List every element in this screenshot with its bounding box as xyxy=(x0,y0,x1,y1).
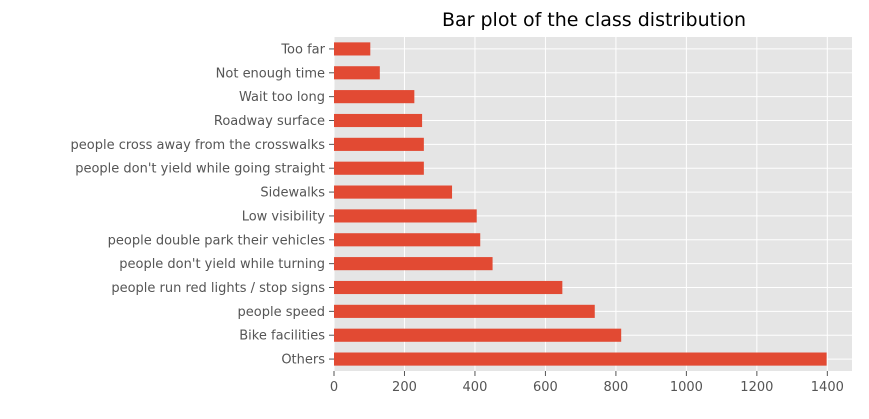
y-tick-label: people run red lights / stop signs xyxy=(111,281,325,296)
y-tick-label: people don't yield while going straight xyxy=(75,162,325,177)
y-tick-label: Bike facilities xyxy=(239,329,325,344)
bar xyxy=(334,209,477,223)
bar xyxy=(334,66,380,80)
bar xyxy=(334,90,415,104)
y-tick-label: Too far xyxy=(280,42,325,57)
y-tick-label: Others xyxy=(281,353,325,368)
y-tick-label: people don't yield while turning xyxy=(119,257,325,272)
x-tick-label: 1000 xyxy=(670,380,703,395)
x-tick-label: 600 xyxy=(533,380,558,395)
bar xyxy=(334,113,423,128)
bar xyxy=(334,185,453,199)
x-tick-label: 1400 xyxy=(811,380,844,395)
bar xyxy=(334,352,827,366)
bar xyxy=(334,257,493,271)
bar xyxy=(334,137,424,151)
y-tick-label: Wait too long xyxy=(239,90,325,105)
x-tick-label: 200 xyxy=(392,380,417,395)
y-tick-label: Low visibility xyxy=(242,209,326,224)
x-axis-labels: 0 200 400 600 800 1000 1200 1400 xyxy=(330,371,844,395)
y-axis-labels: Others Bike facilities people speed people … xyxy=(71,42,334,368)
x-tick-label: 800 xyxy=(603,380,628,395)
bar xyxy=(334,161,424,175)
bar xyxy=(334,42,371,56)
bar xyxy=(334,328,622,342)
bars xyxy=(334,42,827,366)
y-tick-label: Not enough time xyxy=(216,66,325,81)
y-tick-label: people cross away from the crosswalks xyxy=(71,138,326,153)
x-tick-label: 0 xyxy=(330,380,338,395)
x-tick-label: 1200 xyxy=(740,380,773,395)
y-tick-label: Sidewalks xyxy=(260,186,325,201)
x-tick-label: 400 xyxy=(463,380,488,395)
bar xyxy=(334,280,563,295)
bar xyxy=(334,233,481,247)
chart-title: Bar plot of the class distribution xyxy=(442,9,746,31)
y-tick-label: people speed xyxy=(238,305,325,320)
y-tick-label: Roadway surface xyxy=(214,114,325,129)
bar xyxy=(334,304,595,318)
plot-area xyxy=(334,37,852,371)
y-tick-label: people double park their vehicles xyxy=(108,233,326,248)
